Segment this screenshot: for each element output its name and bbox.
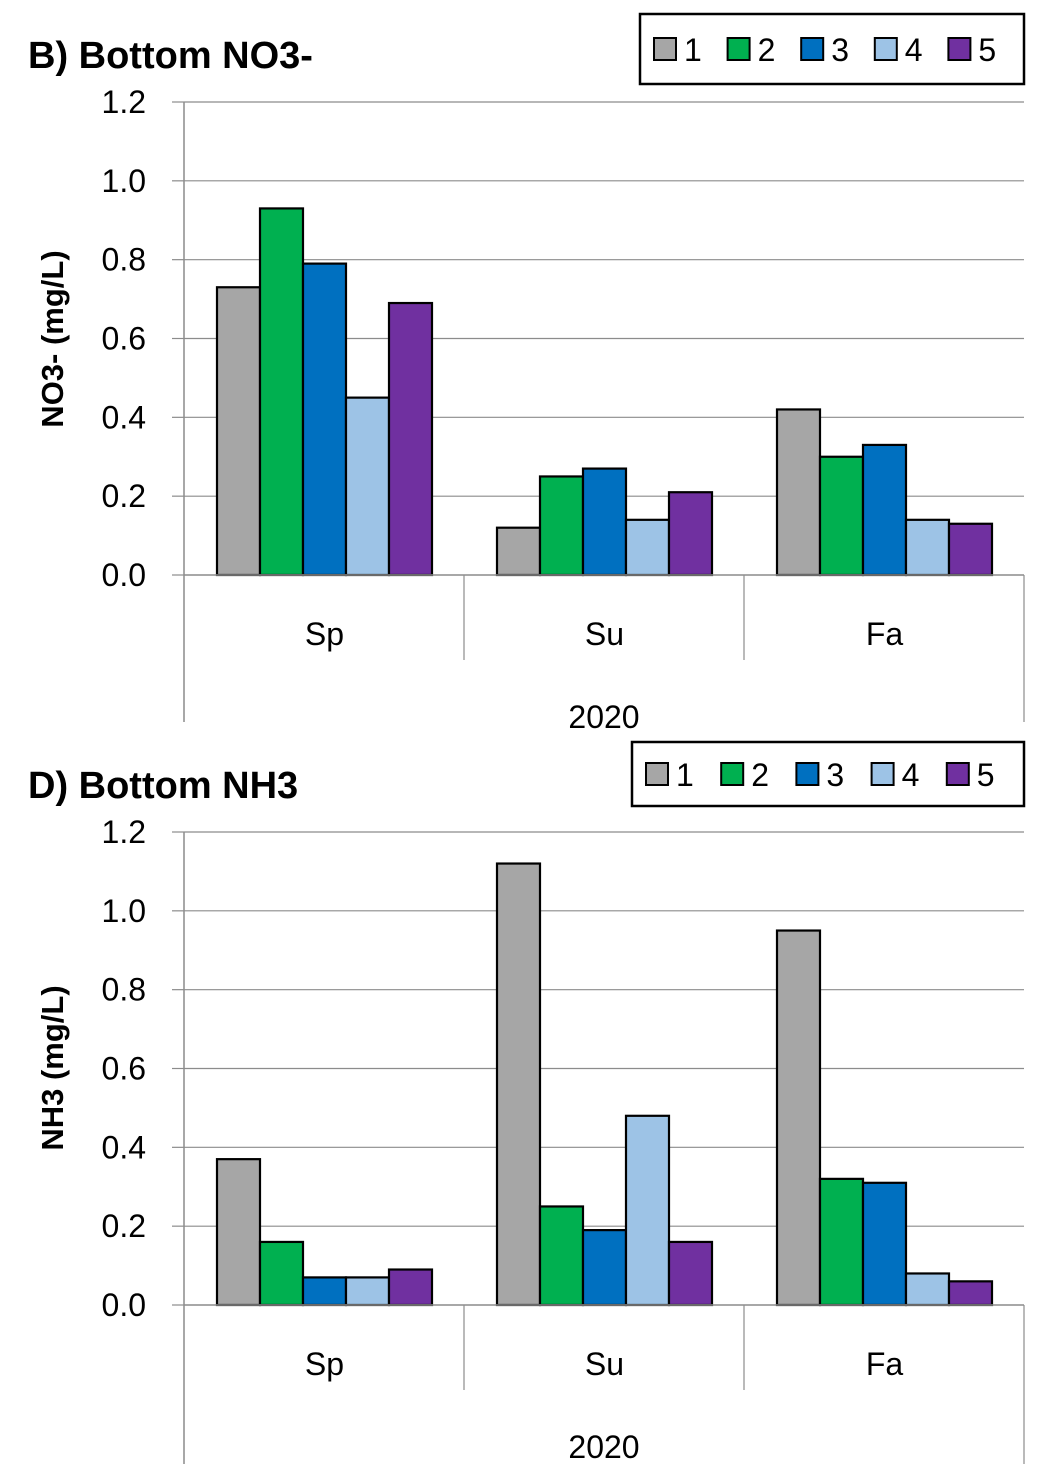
legend-swatch-5 (947, 37, 972, 61)
legend-label-1: 1 (676, 757, 694, 793)
legend-label-2: 2 (758, 32, 776, 68)
y-tick-label: 0.4 (102, 399, 146, 435)
y-tick-label: 0.4 (102, 1129, 146, 1165)
legend-label-3: 3 (831, 32, 849, 68)
legend-label-3: 3 (826, 757, 844, 793)
bar-sp-series-3 (301, 262, 348, 577)
bar-fa-series-1 (775, 408, 822, 577)
category-label: Su (585, 616, 624, 652)
y-tick-label: 0.6 (102, 321, 146, 357)
bar-su-series-5 (667, 1240, 714, 1307)
bar-fa-series-3 (861, 443, 908, 577)
bar-fa-series-2 (818, 1177, 865, 1307)
legend-label-2: 2 (751, 757, 769, 793)
bar-sp-series-5 (387, 1268, 434, 1307)
bar-sp-series-1 (215, 286, 262, 577)
legend-label-4: 4 (902, 757, 920, 793)
legend-label-1: 1 (684, 32, 702, 68)
bar-sp-series-5 (387, 301, 434, 577)
legend-swatch-2 (720, 762, 745, 786)
chart-title: D) Bottom NH3 (28, 765, 298, 807)
bar-fa-series-2 (818, 455, 865, 577)
legend-swatch-2 (726, 37, 751, 61)
legend-label-4: 4 (905, 32, 923, 68)
bar-fa-series-5 (947, 522, 994, 577)
category-label: Su (585, 1346, 624, 1382)
bar-fa-series-4 (904, 1272, 951, 1307)
bar-fa-series-1 (775, 929, 822, 1307)
legend-swatch-1 (645, 762, 669, 786)
bar-sp-series-4 (344, 1276, 391, 1307)
y-tick-label: 0.8 (102, 242, 146, 278)
y-tick-label: 1.0 (102, 163, 146, 199)
bar-su-series-3 (581, 1229, 628, 1307)
legend-swatch-4 (870, 762, 895, 786)
bar-su-series-4 (624, 1114, 671, 1307)
bar-fa-series-4 (904, 518, 951, 577)
y-tick-label: 1.2 (102, 84, 146, 120)
bar-su-series-1 (495, 862, 542, 1307)
y-tick-label: 0.2 (102, 1208, 146, 1244)
bar-su-series-4 (624, 518, 671, 577)
legend-swatch-3 (800, 37, 825, 61)
y-tick-label: 0.0 (102, 557, 146, 593)
y-axis-label: NH3 (mg/L) (35, 985, 70, 1150)
legend-label-5: 5 (977, 757, 995, 793)
y-axis-label: NO3- (mg/L) (35, 250, 70, 427)
x-group-label: 2020 (568, 699, 639, 735)
bar-fa-series-5 (947, 1280, 994, 1307)
y-tick-label: 1.2 (102, 814, 146, 850)
bar-su-series-2 (538, 1205, 585, 1307)
y-tick-label: 0.6 (102, 1051, 146, 1087)
legend-swatch-5 (945, 762, 970, 786)
bar-sp-series-2 (258, 207, 305, 577)
category-label: Fa (866, 1346, 904, 1382)
legend-swatch-4 (873, 37, 898, 61)
bar-sp-series-3 (301, 1276, 348, 1307)
y-tick-label: 0.2 (102, 478, 146, 514)
y-tick-label: 0.8 (102, 972, 146, 1008)
bar-sp-series-2 (258, 1240, 305, 1307)
panel-no3: 0.0 0.2 0.4 0.6 0.8 1.0 1.2 Sp Su Fa 2020 NO3- (mg/… (28, 12, 1026, 735)
bar-su-series-3 (581, 467, 628, 577)
legend-swatch-3 (795, 762, 820, 786)
x-group-label: 2020 (568, 1429, 639, 1464)
bar-su-series-5 (667, 491, 714, 577)
bar-fa-series-3 (861, 1181, 908, 1307)
legend-label-5: 5 (978, 32, 996, 68)
bar-su-series-1 (495, 526, 542, 577)
legend-swatch-1 (653, 37, 677, 61)
y-tick-label: 0.0 (102, 1287, 146, 1323)
bar-sp-series-4 (344, 396, 391, 577)
bar-sp-series-1 (215, 1158, 262, 1307)
bar-su-series-2 (538, 475, 585, 577)
category-label: Sp (305, 1346, 344, 1382)
category-label: Sp (305, 616, 344, 652)
category-label: Fa (866, 616, 904, 652)
chart-title: B) Bottom NO3- (28, 35, 313, 77)
panel-nh3: 0.0 0.2 0.4 0.6 0.8 1.0 1.2 Sp Su Fa 2020 NH3 (mg/L… (28, 740, 1026, 1464)
y-tick-label: 1.0 (102, 893, 146, 929)
